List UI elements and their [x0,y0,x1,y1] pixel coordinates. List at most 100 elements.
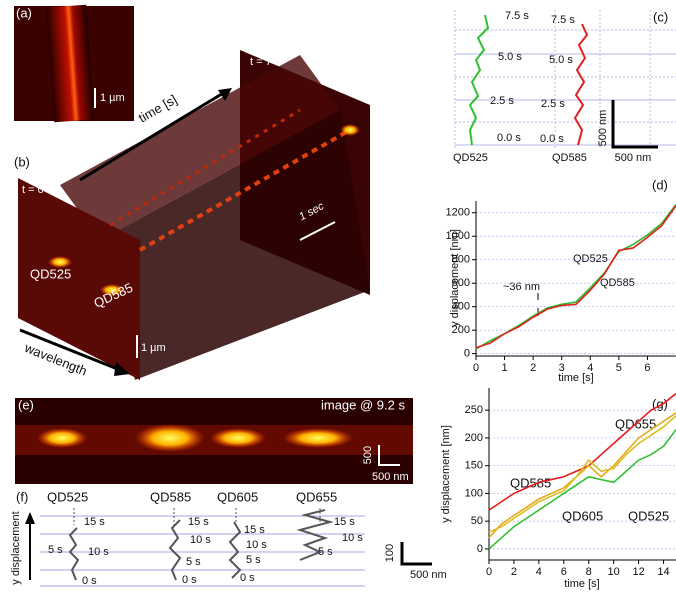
spot [100,284,124,296]
arrowhead [114,362,130,376]
scale-bar [611,100,658,149]
time-label: 5.0 s [549,54,573,66]
scale-bar [299,221,336,241]
time-arrow [79,90,226,182]
series-label: QD605 [562,508,603,523]
trajectory [573,23,589,146]
spot [340,124,360,136]
series-line [488,412,676,539]
dot-label: QD585 [150,489,191,504]
series-label: QD525 [628,508,669,523]
plane-time [60,55,340,240]
dot-label: QD525 [47,489,88,504]
trace-streak [109,108,301,227]
time-label: 10 s [342,532,363,544]
scale-label: 500 nm [597,110,609,147]
series-line [488,429,676,550]
scale-label: 100 [384,544,396,562]
series-label: QD525 [573,253,608,265]
y-tick-label: 50 [471,515,483,527]
x-tick-label: 8 [586,566,592,578]
y-tick-label: 1000 [446,230,470,242]
scale-label: 1 µm [100,92,125,104]
x-tick-label: 6 [561,566,567,578]
time-label: 7.5 s [505,10,529,22]
panel-label: (b) [14,154,30,169]
time-label: 7.5 s [551,14,575,26]
time-label: 0.0 s [540,133,564,145]
series-line [475,205,676,349]
wavelength-arrow [19,328,121,372]
x-tick-label: 2 [511,566,517,578]
x-tick-label: 3 [559,362,565,374]
panel-label: (c) [653,9,668,24]
series-line [488,392,676,511]
series-label: QD585 [510,475,551,490]
series-line [488,415,676,533]
x-tick-label: 2 [530,362,536,374]
y-tick-label: 0 [464,348,470,360]
time-label: 15 s [188,516,209,528]
time-label: 2.5 s [541,98,565,110]
y-tick-label: 200 [465,432,483,444]
y-tick-label: 400 [452,301,470,313]
grid-c [454,10,676,150]
scale-label: 500 nm [372,471,409,483]
time-label: 10 s [246,539,267,551]
x-tick-label: 12 [632,566,644,578]
time-label: 10 s [88,546,109,558]
time-label: 0.0 s [497,132,521,144]
streak [46,4,95,123]
time-label: 5 s [246,554,261,566]
axis-label: time [s] [136,92,180,126]
time-label: 2.5 s [490,95,514,107]
time-label: 0 s [82,575,97,587]
time-label: 15 s [244,524,265,536]
time-label: 5 s [48,544,63,556]
x-tick-label: 10 [608,566,620,578]
time-label: 10 s [190,534,211,546]
dot-label: QD525 [453,152,488,164]
y-tick-label: 800 [452,254,470,266]
panel-label: (d) [652,177,668,192]
dot-label: QD585 [552,152,587,164]
y-tick-label: 250 [465,404,483,416]
time-label: t = 0 s [22,184,53,196]
y-tick-label: 150 [465,460,483,472]
scale-label: 500 [362,446,374,464]
x-axis-label: time [s] [564,578,599,590]
scale-bar [378,445,400,466]
y-tick-label: 600 [452,277,470,289]
y-tick-label: 200 [452,324,470,336]
x-tick-label: 5 [616,362,622,374]
time-label: 15 s [334,516,355,528]
trace [168,519,182,581]
spot [210,428,266,448]
arrowhead [25,512,35,524]
panel-label: (f) [16,489,28,504]
dot-label: QD605 [217,489,258,504]
y-axis-label: y displacement [nm] [440,425,452,523]
trace-streak [139,128,351,252]
dot-label: QD525 [30,266,71,281]
x-tick-label: 0 [486,566,492,578]
time-label: 5.0 s [498,51,522,63]
panel-label: (e) [18,397,34,412]
plane-front [18,178,140,380]
scale-label: 500 nm [410,569,447,581]
spot [135,424,205,452]
trace [68,527,80,581]
spot [37,428,87,448]
trace [296,509,334,561]
time-label: 15 s [84,516,105,528]
dot-label: QD655 [296,489,337,504]
x-tick-label: 4 [536,566,542,578]
time-label: 5 s [186,556,201,568]
y-axis-label: y displacement [nm] [449,229,461,327]
series-line [475,204,676,350]
annotation: ~36 nm [503,281,540,293]
scale-label: 500 nm [615,152,652,164]
x-tick-label: 4 [587,362,593,374]
scale-bar [400,542,432,566]
